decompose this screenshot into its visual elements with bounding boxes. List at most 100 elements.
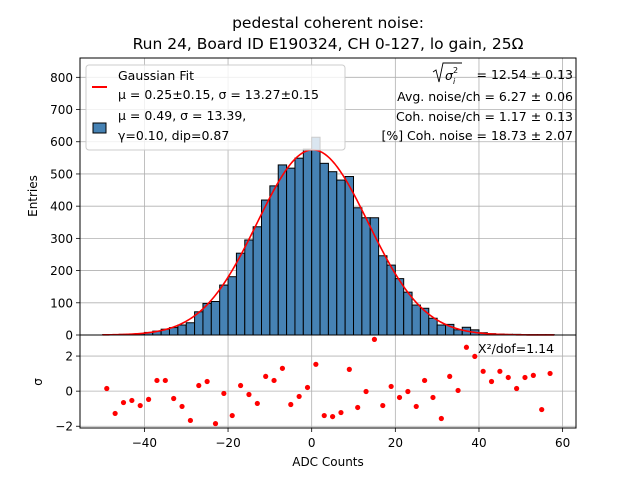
histogram-bar: [386, 264, 396, 336]
histogram-panel: 0 100 200 300 400 500 600 700 800 Entries Gaussi…: [26, 57, 577, 343]
legend-fit-label-line2: μ = 0.25±0.15, σ = 13.27±0.15: [118, 87, 319, 102]
residual-panel: −202 −40 −20 0 20 40 60 X²/dof=1.14 σ ADC Cou…: [31, 334, 577, 469]
histogram-bar: [411, 304, 421, 336]
residual-point: [539, 406, 545, 413]
gaussian-fit-curve: [102, 149, 555, 336]
residual-point: [463, 344, 470, 350]
residual-point: [204, 378, 210, 385]
histogram-bar: [302, 148, 313, 336]
residual-point: [497, 368, 503, 374]
residual-point: [455, 387, 461, 394]
histogram-bar: [269, 185, 279, 336]
legend-histogram-label-line1: μ = 0.49, σ = 13.39,: [118, 108, 246, 123]
x-tick-label: −40: [132, 436, 157, 450]
x-ticks: −40 −20 0 20 40 60: [132, 428, 570, 450]
residual-point: [338, 409, 344, 416]
histogram-bar: [344, 176, 355, 336]
histogram-bar: [394, 278, 405, 336]
y-tick-label-top: 800: [50, 71, 73, 85]
residual-point: [438, 415, 444, 422]
residual-point: [145, 396, 152, 402]
residual-point: [363, 388, 369, 395]
bottom-panel-frame: [79, 334, 577, 429]
histogram-bar: [177, 324, 187, 336]
y-tick-label-top: 400: [50, 200, 73, 214]
histogram-bar: [286, 167, 296, 336]
residual-point: [229, 412, 235, 419]
legend-histogram-label-line2: γ=0.10, dip=0.87: [118, 128, 229, 143]
x-tick-label: 0: [308, 436, 316, 450]
residual-point: [196, 382, 202, 389]
svg-text:2: 2: [453, 66, 458, 75]
residual-point: [522, 374, 528, 381]
y-tick-label-top: 600: [50, 135, 73, 149]
residual-point: [380, 402, 386, 409]
residual-point: [422, 377, 428, 384]
histogram-bar: [261, 199, 271, 336]
histogram-bar: [294, 157, 304, 336]
residual-point: [129, 397, 135, 404]
x-tick-label: −20: [215, 436, 240, 450]
legend-histogram-patch-marker: [92, 122, 107, 134]
chart-title-line1: pedestal coherent noise:: [232, 14, 424, 32]
residual-point: [221, 390, 227, 397]
residual-point: [162, 377, 168, 384]
y-tick-label-bottom: 2: [65, 350, 73, 364]
residual-point: [396, 394, 403, 401]
residual-point: [279, 365, 286, 371]
bottom-grid: [80, 335, 576, 428]
svg-text:σ: σ: [445, 68, 454, 83]
histogram-bar: [336, 179, 346, 336]
residual-points: [104, 336, 553, 427]
y-tick-label-bottom: −2: [55, 420, 73, 434]
histogram-bar: [311, 136, 321, 336]
top-y-ticks: 0 100 200 300 400 500 600 700 800: [50, 71, 80, 343]
residual-point: [480, 368, 486, 374]
residual-point: [346, 366, 352, 372]
residual-point: [371, 336, 378, 342]
residual-point: [388, 383, 394, 390]
histogram-bar: [219, 284, 229, 336]
histogram-bar: [453, 329, 463, 336]
residual-point: [321, 412, 327, 419]
y-tick-label-top: 700: [50, 103, 73, 117]
residual-point: [472, 353, 478, 360]
residual-point: [288, 401, 294, 408]
residual-point: [296, 393, 302, 400]
histogram-bar: [361, 217, 371, 336]
residual-point: [405, 388, 411, 395]
stats-line-avg-noise: Avg. noise/ch = 6.27 ± 0.06: [397, 89, 573, 104]
residual-point: [330, 413, 336, 420]
residual-point: [488, 378, 495, 385]
histogram-bar: [244, 239, 254, 336]
y-tick-label-top: 0: [65, 329, 73, 343]
residual-point: [171, 395, 177, 402]
histogram-bar: [277, 164, 288, 336]
residual-point: [413, 403, 419, 410]
residual-point: [112, 410, 118, 417]
histogram-bar: [378, 255, 388, 336]
y-axis-label-sigma: σ: [31, 378, 45, 386]
histogram-bar: [327, 171, 338, 336]
svg-text:i: i: [453, 77, 456, 86]
residual-point: [120, 399, 127, 406]
residual-point: [237, 382, 244, 389]
x-axis-label: ADC Counts: [292, 455, 364, 469]
legend: Gaussian Fit μ = 0.25±0.15, σ = 13.27±0.…: [85, 64, 346, 151]
residual-point: [271, 377, 277, 384]
residual-point: [104, 385, 110, 392]
residual-point: [154, 377, 160, 384]
x-tick-label: 40: [471, 436, 486, 450]
histogram-bar: [185, 322, 196, 336]
residual-point: [304, 384, 311, 391]
sqrt-sigma-symbol: σ 2 i: [432, 62, 462, 86]
chi2-annotation: X²/dof=1.14: [478, 341, 554, 356]
y-tick-label-top: 300: [50, 232, 73, 246]
histogram-bar: [319, 162, 329, 336]
stats-line-coh-noise-percent: [%] Coh. noise = 18.73 ± 2.07: [381, 128, 573, 143]
residual-point: [430, 394, 436, 401]
histogram-bar: [235, 252, 246, 336]
x-tick-label: 20: [388, 436, 403, 450]
stats-line-total-noise: = 12.54 ± 0.13: [477, 67, 573, 82]
